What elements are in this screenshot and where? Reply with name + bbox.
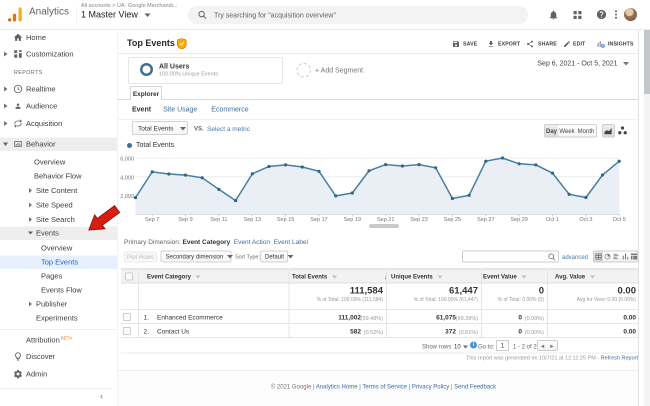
svg-text:Sep 21: Sep 21	[377, 217, 394, 223]
svg-text:6,000: 6,000	[120, 157, 134, 163]
svg-text:Sep 15: Sep 15	[277, 217, 294, 223]
svg-text:Oct 5: Oct 5	[613, 217, 626, 223]
svg-text:Sep 9: Sep 9	[178, 217, 192, 223]
svg-text:Sep 23: Sep 23	[410, 217, 427, 223]
svg-text:Sep 29: Sep 29	[510, 217, 527, 223]
svg-text:Sep 25: Sep 25	[444, 217, 461, 223]
svg-text:Sep 17: Sep 17	[310, 217, 327, 223]
svg-text:4,000: 4,000	[120, 175, 134, 181]
svg-text:Sep 19: Sep 19	[344, 217, 361, 223]
svg-text:Sep 7: Sep 7	[145, 217, 159, 223]
svg-text:Oct 1: Oct 1	[546, 217, 559, 223]
svg-text:Sep 27: Sep 27	[477, 217, 494, 223]
svg-text:Sep 13: Sep 13	[244, 217, 261, 223]
svg-text:2,000: 2,000	[120, 194, 134, 200]
svg-text:Oct 3: Oct 3	[579, 217, 592, 223]
svg-text:Sep 11: Sep 11	[210, 217, 227, 223]
